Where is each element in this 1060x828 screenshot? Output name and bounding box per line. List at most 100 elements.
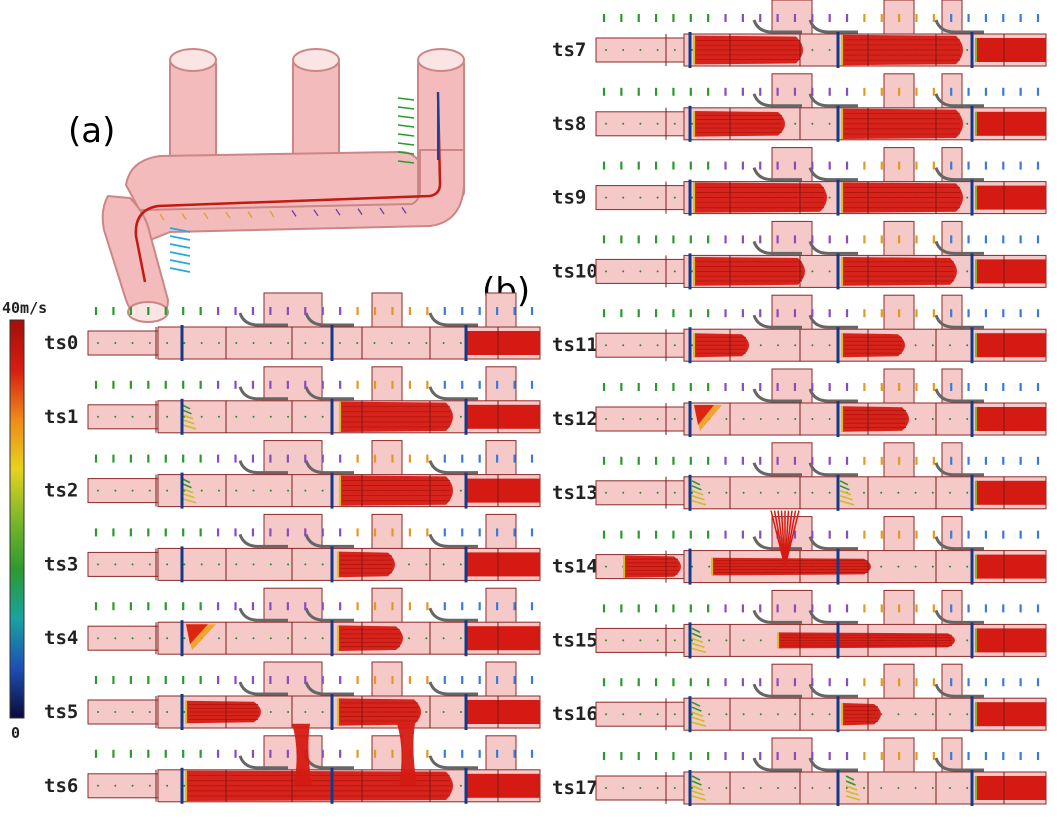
outlet-flow: [466, 626, 540, 651]
frame-ts0: ts0: [44, 292, 541, 361]
centerline-dot: [97, 342, 99, 344]
centerline-dot: [425, 637, 428, 640]
centerline-dot: [811, 787, 814, 789]
spray-vector: [691, 485, 702, 491]
centerline-dot: [639, 418, 642, 420]
frame-label: ts3: [44, 553, 78, 575]
frame-label: ts10: [552, 260, 598, 282]
spray-vector: [839, 485, 850, 491]
centerline-dot: [442, 563, 445, 566]
centerline-dot: [656, 787, 659, 789]
centerline-dot: [217, 637, 220, 640]
centerline-dot: [321, 342, 324, 344]
centerline-dot: [442, 342, 445, 344]
centerline-dot: [725, 639, 728, 642]
pipe-shoulder: [808, 93, 858, 108]
centerline-dot: [845, 787, 848, 789]
centerline-dot: [880, 787, 883, 789]
centerline-dot: [777, 344, 779, 347]
branch-stub: [485, 513, 517, 551]
centerline-dot: [639, 344, 642, 347]
spray-vector: [181, 482, 192, 489]
spray-vector: [181, 424, 197, 430]
outlet-flow: [466, 700, 540, 724]
centerline-dot: [742, 418, 745, 420]
pipe-shoulder: [238, 460, 288, 475]
centerline-dot: [605, 713, 607, 716]
centerline-dot: [811, 122, 814, 125]
centerline-dot: [269, 342, 272, 344]
centerline-dot: [656, 344, 659, 347]
frame-ts8: ts8: [552, 73, 1047, 142]
frame-ts10: ts10: [552, 220, 1047, 290]
centerline-dot: [828, 196, 831, 199]
pipe-shoulder: [238, 533, 288, 548]
centerline-dot: [304, 563, 307, 566]
centerline-dot: [459, 342, 462, 344]
centerline-dot: [828, 787, 831, 789]
centerline-dot: [148, 342, 151, 344]
centerline-dot: [811, 713, 814, 716]
outlet-flow: [976, 259, 1046, 284]
centerline-dot: [131, 489, 134, 492]
centerline-dot: [949, 344, 951, 347]
centerline-dot: [97, 489, 99, 492]
inlet-pipe: [87, 551, 159, 577]
centerline-dot: [656, 196, 659, 199]
jet-flow: [397, 723, 417, 786]
centerline-dot: [914, 787, 917, 789]
centerline-dot: [966, 491, 969, 494]
pipe-shoulder: [934, 314, 984, 329]
centerline-dot: [811, 418, 814, 420]
centerline-dot: [200, 342, 203, 344]
inlet-pipe: [87, 478, 159, 504]
centerline-dot: [200, 489, 203, 492]
pipe-shoulder: [934, 462, 984, 477]
centerline-dot: [304, 637, 307, 640]
centerline-dot: [949, 713, 951, 716]
pipe-shoulder: [808, 757, 858, 772]
centerline-dot: [949, 491, 951, 494]
centerline-dot: [235, 563, 238, 566]
centerline-dot: [897, 713, 900, 716]
spray-vector: [691, 480, 701, 486]
spray-vector: [691, 775, 701, 781]
centerline-dot: [828, 122, 831, 125]
centerline-dot: [759, 418, 762, 420]
centerline-dot: [914, 418, 917, 420]
centerline-dot: [425, 342, 428, 344]
centerline-dot: [408, 342, 411, 344]
centerline-dot: [200, 415, 203, 418]
spray-vector: [691, 711, 704, 717]
pipe-shoulder: [934, 167, 984, 182]
centerline-dot: [459, 415, 462, 418]
pipe-shoulder: [808, 609, 858, 624]
centerline-dot: [321, 563, 324, 566]
centerline-dot: [200, 563, 203, 566]
centerline-dot: [639, 270, 642, 273]
pipe-shoulder: [304, 533, 354, 548]
frame-label: ts2: [44, 480, 78, 502]
centerline-dot: [708, 787, 711, 789]
centerline-dot: [863, 491, 865, 494]
centerline-dot: [425, 711, 428, 713]
frame-label: ts15: [552, 629, 598, 651]
spray-vector: [839, 480, 849, 486]
pipe-shoulder: [238, 681, 288, 696]
centerline-dot: [656, 122, 659, 125]
centerline-dot: [459, 563, 462, 566]
centerline-dot: [914, 565, 917, 568]
frame-ts11: ts11: [552, 294, 1047, 364]
centerline-dot: [966, 639, 969, 642]
centerline-dot: [148, 711, 151, 713]
centerline-dot: [287, 342, 290, 344]
frame-label: ts16: [552, 703, 598, 725]
pipe-shoulder: [808, 462, 858, 477]
centerline-dot: [794, 491, 797, 494]
manifold-streamline: [134, 91, 442, 283]
centerline-dot: [114, 342, 117, 344]
pipe-shoulder: [238, 607, 288, 622]
inlet-pipe: [87, 625, 159, 651]
centerline-dot: [828, 491, 831, 494]
centerline-dot: [811, 270, 814, 273]
